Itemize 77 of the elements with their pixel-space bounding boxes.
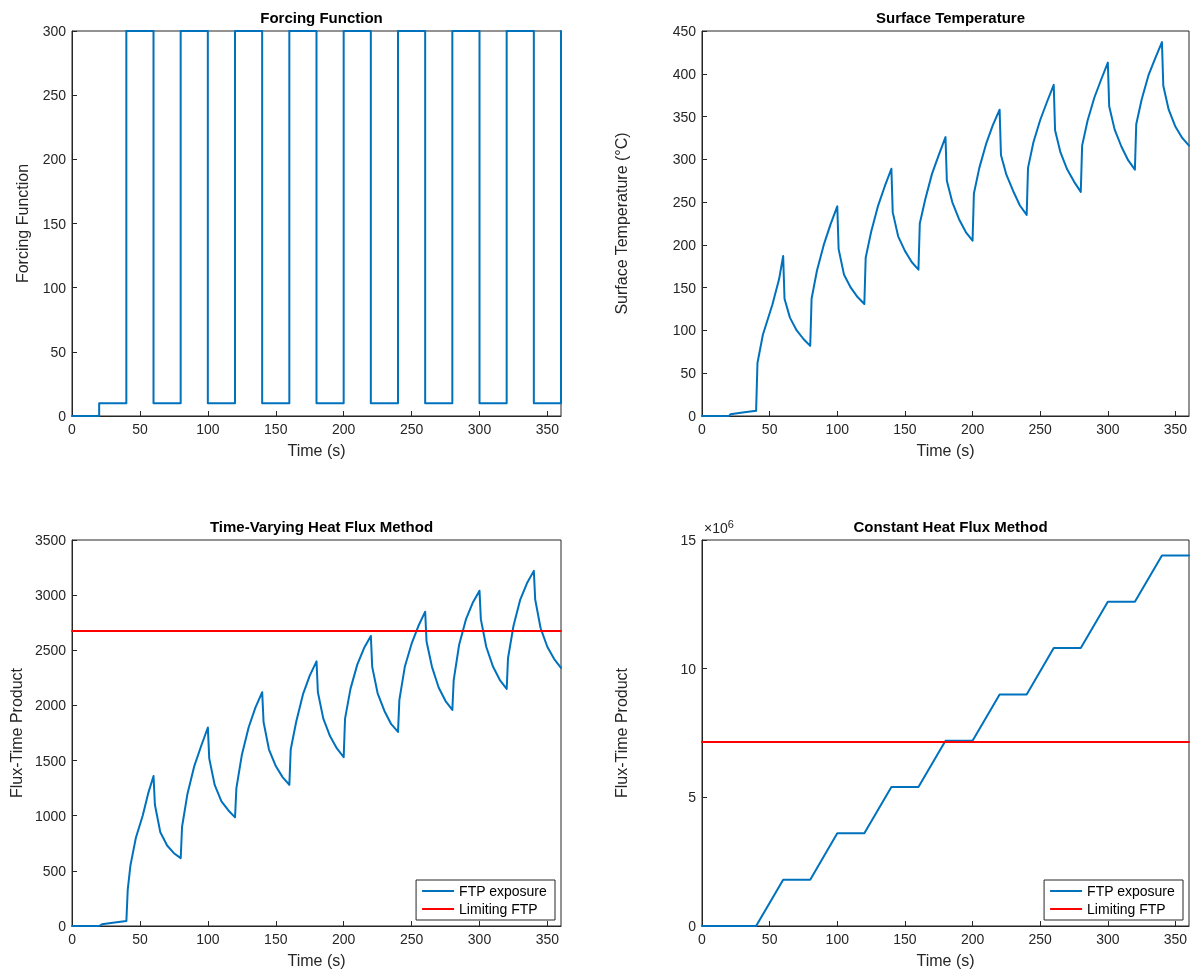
y-tick-label: 350 [672, 108, 697, 125]
y-tick-label: 3000 [34, 587, 67, 604]
y-tick-label: 100 [672, 322, 697, 339]
y-axis-title: Forcing Function [13, 163, 31, 284]
y-tick-label: 0 [688, 408, 697, 424]
y-tick-label: 150 [42, 215, 67, 232]
x-tick-label: 250 [399, 421, 424, 437]
chart-title: Forcing Function [260, 9, 383, 26]
legend-label: FTP exposure [1087, 883, 1175, 899]
y-tick-label: 5 [688, 789, 697, 806]
y-tick-label: 200 [672, 236, 697, 253]
legend-label: Limiting FTP [1087, 901, 1166, 917]
y-axis-title: Flux-Time Product [7, 667, 25, 799]
y-axis-title: Flux-Time Product [612, 667, 630, 799]
x-tick-label: 0 [68, 931, 77, 947]
chart-title: Surface Temperature [876, 9, 1025, 26]
y-tick-label: 450 [672, 23, 697, 39]
y-tick-label: 15 [680, 532, 697, 548]
y-tick-label: 2000 [34, 697, 67, 714]
x-tick-label: 0 [68, 421, 77, 437]
y-tick-label: 1000 [34, 807, 67, 824]
y-tick-label: 250 [42, 87, 67, 104]
x-tick-label: 250 [399, 931, 424, 947]
x-tick-label: 50 [132, 421, 148, 437]
y-tick-label: 500 [42, 862, 67, 879]
x-tick-label: 150 [893, 931, 917, 947]
x-axis-title: Time (s) [916, 951, 975, 969]
x-tick-label: 300 [467, 421, 492, 437]
x-tick-label: 200 [331, 421, 356, 437]
x-tick-label: 100 [825, 931, 850, 947]
y-tick-label: 1500 [34, 752, 67, 769]
legend-label: FTP exposure [459, 883, 547, 899]
y-tick-label: 0 [58, 918, 67, 934]
y-tick-label: 200 [42, 151, 67, 168]
x-tick-label: 350 [535, 931, 560, 947]
x-axis-title: Time (s) [287, 951, 346, 969]
x-tick-label: 100 [196, 421, 220, 437]
y-tick-label: 300 [42, 23, 67, 39]
x-tick-label: 250 [1028, 931, 1053, 947]
y-tick-label: 150 [672, 279, 697, 296]
y-tick-label: 400 [672, 65, 697, 82]
chart-title: Time-Varying Heat Flux Method [209, 518, 434, 535]
x-tick-label: 150 [893, 421, 917, 437]
y-tick-label: 300 [672, 151, 697, 168]
x-tick-label: 200 [960, 931, 985, 947]
x-tick-label: 0 [698, 931, 707, 947]
x-tick-label: 0 [698, 421, 707, 437]
chart-title: Constant Heat Flux Method [853, 518, 1048, 535]
x-tick-label: 300 [1096, 421, 1120, 437]
x-tick-label: 150 [264, 931, 288, 947]
x-tick-label: 50 [761, 421, 778, 437]
x-tick-label: 150 [264, 421, 288, 437]
x-tick-label: 200 [332, 931, 356, 947]
y-tick-label: 50 [680, 365, 697, 382]
x-tick-label: 100 [196, 931, 220, 947]
y-tick-label: 0 [688, 918, 697, 934]
x-axis-title: Time (s) [287, 441, 346, 459]
y-tick-label: 250 [672, 194, 697, 211]
x-tick-label: 250 [1028, 421, 1053, 437]
y-tick-label: 0 [58, 408, 67, 424]
x-tick-label: 50 [761, 931, 778, 947]
y-tick-label: 50 [50, 343, 67, 360]
y-tick-label: 100 [42, 279, 67, 296]
x-tick-label: 350 [1163, 931, 1188, 947]
y-tick-label: 3500 [34, 532, 67, 548]
y-axis-title: Surface Temperature (°C) [612, 132, 630, 315]
x-tick-label: 200 [960, 421, 985, 437]
x-axis-title: Time (s) [916, 441, 975, 459]
legend-label: Limiting FTP [459, 901, 538, 917]
x-tick-label: 350 [1163, 421, 1188, 437]
y-tick-label: 2500 [34, 642, 67, 659]
x-tick-label: 100 [825, 421, 850, 437]
x-tick-label: 300 [1096, 931, 1120, 947]
x-tick-label: 50 [132, 931, 148, 947]
y-tick-label: 10 [680, 660, 697, 677]
x-tick-label: 350 [535, 421, 560, 437]
x-tick-label: 300 [467, 931, 492, 947]
